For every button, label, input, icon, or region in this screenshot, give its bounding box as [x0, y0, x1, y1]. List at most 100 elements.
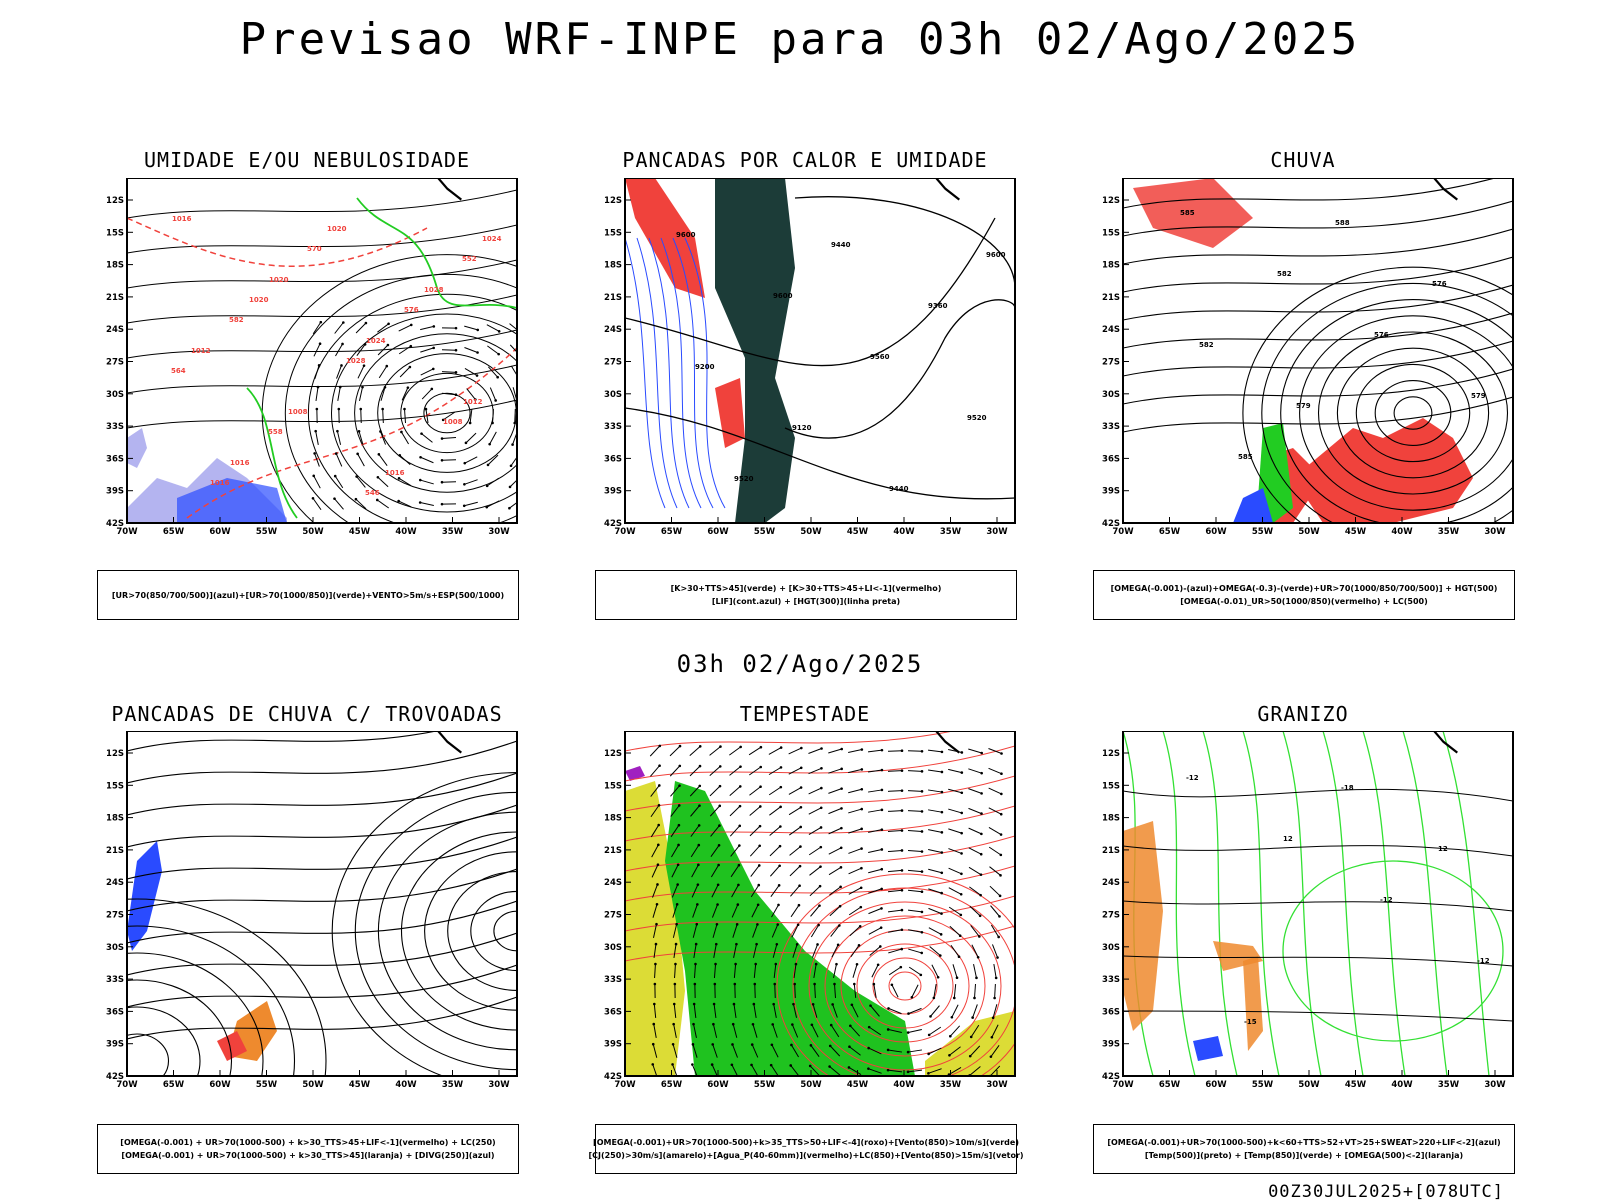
wind-vector-head	[738, 825, 741, 828]
lat-label: 15S	[1102, 781, 1120, 791]
lat-label: 18S	[106, 814, 124, 824]
wind-vector-head	[699, 765, 702, 768]
wind-vector-head	[513, 422, 516, 425]
wind-vector-head	[901, 749, 904, 752]
contour-label: 546	[365, 489, 380, 497]
lat-label: 21S	[604, 846, 622, 856]
wind-vector-head	[697, 864, 700, 867]
lat-label: 18S	[1102, 814, 1120, 824]
wind-vector-head	[778, 884, 781, 887]
contour-label: 576	[1432, 280, 1447, 288]
wind-vector-head	[960, 852, 963, 855]
lon-label: 50W	[302, 527, 324, 537]
wind-vector-head	[869, 1004, 872, 1007]
wind-vector-head	[970, 1036, 973, 1039]
wind-vector-head	[697, 883, 700, 886]
wind-vector-head	[508, 507, 511, 510]
wind-vector-head	[780, 746, 783, 749]
lat-label: 12S	[106, 196, 124, 206]
lat-label: 27S	[604, 358, 622, 368]
wind-vector-head	[960, 812, 963, 815]
wind-vector-head	[800, 806, 803, 809]
lat-label: 24S	[106, 325, 124, 335]
wind-vector-head	[800, 747, 803, 750]
lon-label: 65W	[163, 1080, 185, 1090]
wind-vector-head	[441, 481, 444, 484]
wind-vector-head	[361, 386, 364, 389]
panel-title-granizo: GRANIZO	[1093, 702, 1513, 726]
wind-vector-head	[312, 497, 315, 500]
wind-vector-head	[815, 963, 818, 966]
wind-vector-head	[379, 430, 382, 433]
wind-vector-head	[860, 808, 863, 811]
lat-label: 33S	[106, 975, 124, 985]
contour-label: 9600	[986, 251, 1006, 259]
wind-vector-head	[696, 903, 699, 906]
wind-vector-head	[941, 831, 944, 834]
wind-vector-head	[900, 948, 903, 951]
contour-label: 12	[1438, 845, 1448, 853]
contour-label: 579	[1296, 402, 1311, 410]
lat-label: 15S	[106, 228, 124, 238]
mid-title: 03h 02/Ago/2025	[0, 650, 1600, 678]
wind-vector-head	[652, 1043, 655, 1046]
legend-granizo: [OMEGA(-0.001)+UR>70(1000-500)+k<60+TTS>…	[1093, 1124, 1515, 1174]
lat-label: 12S	[604, 196, 622, 206]
lat-label: 30S	[604, 390, 622, 400]
wind-vector-head	[991, 1036, 994, 1039]
wind-vector-head	[820, 787, 823, 790]
wind-vector-head	[737, 903, 740, 906]
lon-label: 65W	[1159, 527, 1181, 537]
wind-vector-head	[333, 497, 336, 500]
wind-vector-head	[868, 1026, 871, 1029]
wind-vector-head	[776, 923, 779, 926]
wind-vector-head	[840, 768, 843, 771]
wind-vector-head	[692, 1043, 695, 1046]
wind-vector-head	[718, 824, 721, 827]
lon-label: 65W	[163, 527, 185, 537]
wind-vector-head	[358, 430, 361, 433]
wind-vector-head	[881, 828, 884, 831]
wind-vector-head	[398, 477, 401, 480]
wind-vector-head	[960, 872, 963, 875]
wind-vector-head	[714, 983, 717, 986]
wind-vector-head	[334, 475, 337, 478]
wind-vector-head	[790, 1044, 793, 1047]
lat-label: 27S	[106, 358, 124, 368]
wind-vector-head	[658, 804, 661, 807]
wind-vector-head	[695, 943, 698, 946]
wind-vector-head	[780, 766, 783, 769]
lon-label: 55W	[754, 1080, 776, 1090]
lon-label: 45W	[349, 1080, 371, 1090]
wind-vector-head	[921, 750, 924, 753]
lon-label: 70W	[116, 527, 138, 537]
contour-label: 579	[1471, 392, 1486, 400]
wind-vector-head	[921, 931, 924, 934]
wind-vector-head	[828, 1065, 831, 1068]
wind-vector-head	[996, 956, 999, 959]
contour-label: 588	[1335, 219, 1350, 227]
wind-vector-head	[698, 824, 701, 827]
lat-label: 36S	[106, 1007, 124, 1017]
wind-vector-head	[956, 976, 959, 979]
wind-vector-head	[694, 983, 697, 986]
wind-vector-head	[860, 847, 863, 850]
lon-label: 45W	[349, 527, 371, 537]
wind-vector-head	[901, 769, 904, 772]
wind-vector-head	[980, 833, 983, 836]
wind-vector-head	[840, 827, 843, 830]
wind-vector-head	[835, 963, 838, 966]
wind-vector-head	[795, 963, 798, 966]
wind-vector-head	[901, 829, 904, 832]
wind-vector-head	[880, 907, 883, 910]
wind-vector-head	[796, 943, 799, 946]
lon-label: 40W	[1391, 527, 1413, 537]
lon-label: 35W	[442, 1080, 464, 1090]
lat-label: 39S	[106, 1040, 124, 1050]
wind-vector-head	[719, 745, 722, 748]
lat-label: 21S	[106, 846, 124, 856]
wind-vector-head	[1000, 833, 1003, 836]
wind-vector-head	[920, 974, 923, 977]
lat-label: 39S	[106, 487, 124, 497]
wind-vector-head	[488, 443, 491, 446]
